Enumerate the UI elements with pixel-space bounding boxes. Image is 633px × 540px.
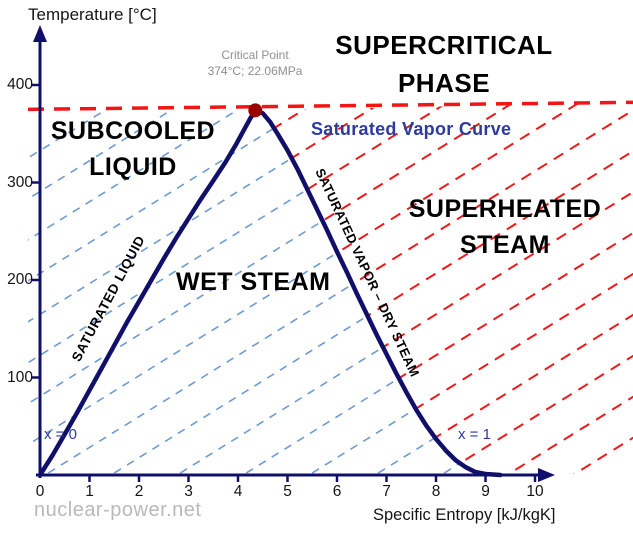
saturation-curve [37, 108, 503, 478]
x-tick-label: 6 [332, 483, 342, 500]
region-label-supercritical: SUPERCRITICAL PHASE [335, 30, 553, 98]
region-label-superheated-steam: SUPERHEATED STEAM [408, 195, 602, 260]
critical-point-marker [248, 103, 263, 118]
x-tick-label: 7 [382, 483, 391, 500]
hatch-line-red [303, 102, 633, 476]
x-tick-label: 1 [85, 483, 94, 500]
y-tick-label: 300 [7, 173, 33, 191]
x-tick-label: 3 [184, 483, 193, 500]
region-label-subcooled-liquid: SUBCOOLED LIQUID [50, 117, 216, 182]
x-tick-label: 2 [134, 483, 144, 500]
hatch-line-blue [28, 110, 501, 476]
critical-point-label: Critical Point 374°C; 22.06MPa [181, 48, 329, 79]
hatch-line-red [369, 102, 633, 476]
y-tick-label: 200 [7, 271, 33, 288]
quality-x1-label: x = 1 [458, 426, 491, 443]
x-tick-label: 0 [35, 483, 45, 500]
hatch-line-red [435, 102, 633, 476]
x-axis-title: Specific Entropy [kJ/kgK] [373, 506, 556, 524]
x-tick-label: 4 [233, 483, 243, 500]
critical-point-value: 374°C; 22.06MPa [207, 63, 303, 78]
x-tick-label: 10 [526, 483, 544, 500]
x-tick-label: 8 [431, 483, 441, 500]
saturated-vapor-curve-label: Saturated Vapor Curve [311, 119, 512, 139]
watermark: nuclear-power.net [34, 499, 202, 521]
hatch-line-red [255, 102, 633, 476]
x-axis-arrow [538, 468, 555, 482]
critical-temperature-line [27, 100, 633, 112]
region-label-wet-steam: WET STEAM [176, 268, 331, 296]
y-axis-title: Temperature [°C] [28, 5, 157, 24]
y-axis-arrow [33, 25, 47, 42]
x-tick-label: 5 [283, 483, 292, 500]
critical-point-title: Critical Point [221, 48, 289, 62]
y-tick-label: 100 [7, 368, 33, 386]
tick-marks [32, 83, 537, 482]
y-tick-label: 400 [7, 76, 33, 93]
x-tick-label: 9 [481, 483, 490, 500]
quality-x0-label: x = 0 [44, 426, 77, 443]
